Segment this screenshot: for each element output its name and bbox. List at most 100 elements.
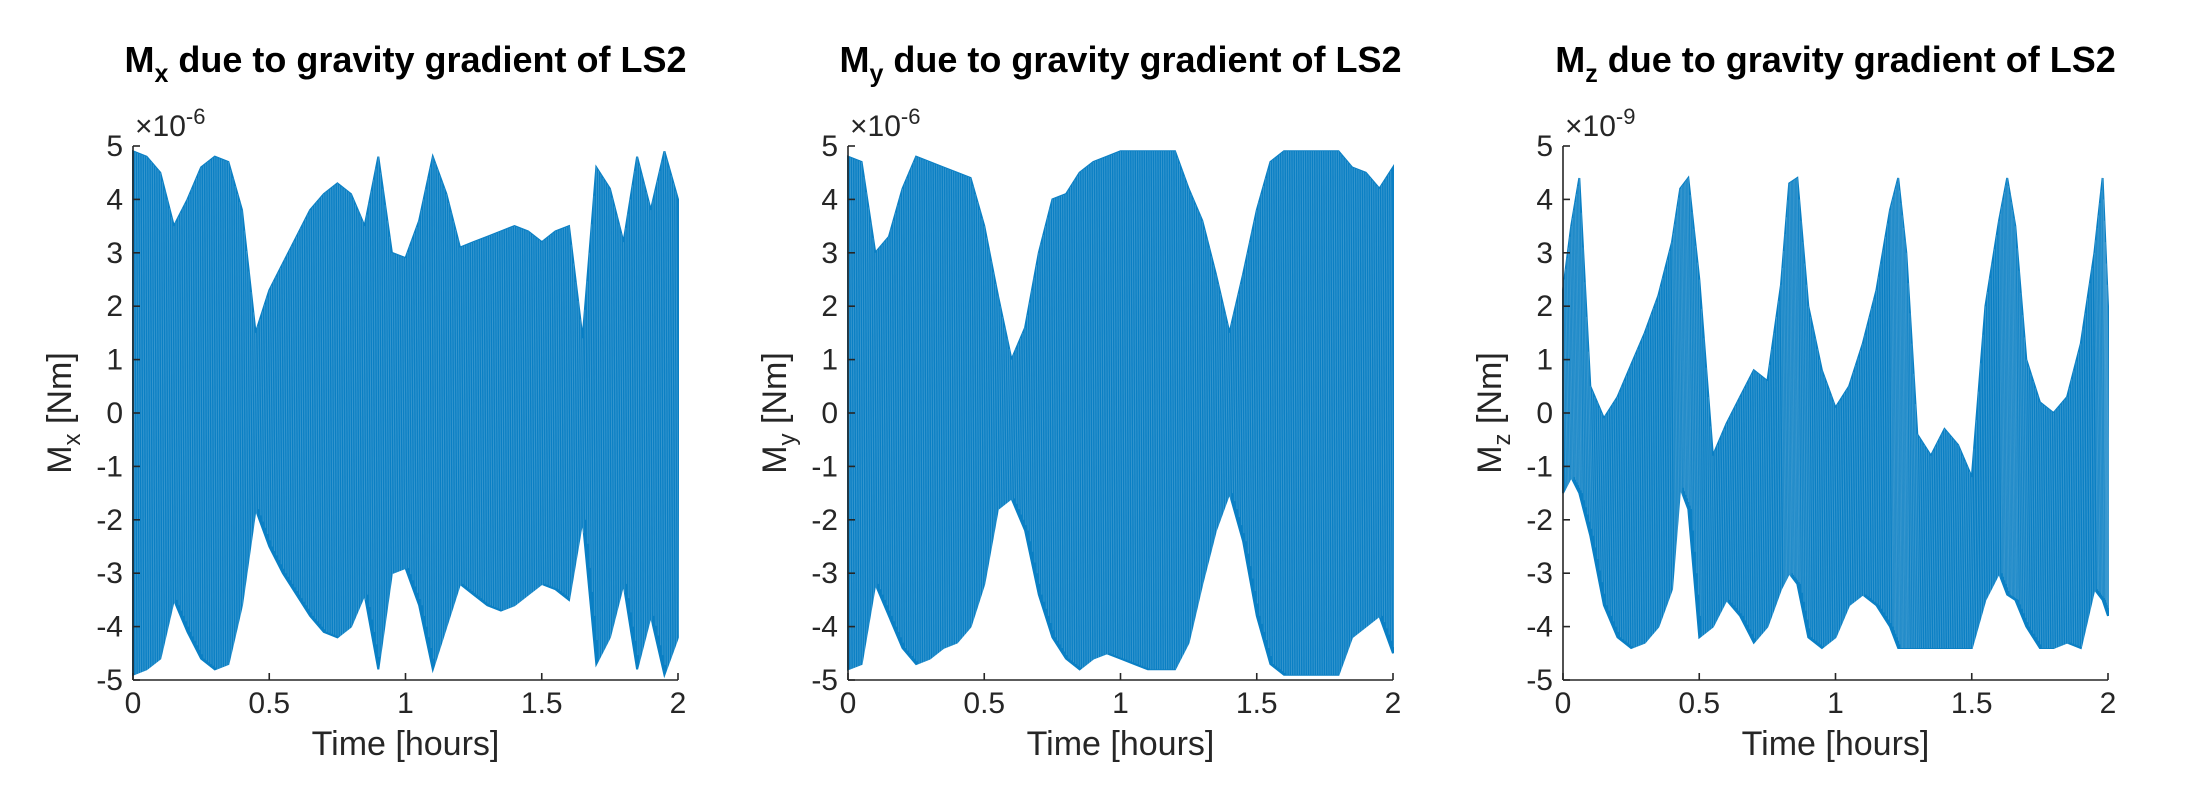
signal-oscillation-line (1165, 151, 1170, 670)
signal-oscillation-line (314, 204, 319, 622)
signal-oscillation-line (1140, 151, 1145, 667)
signal-oscillation-line (430, 167, 434, 659)
signal-oscillation-line (1222, 303, 1227, 512)
signal-oscillation-line (888, 236, 893, 616)
signal-oscillation-line (425, 188, 430, 638)
signal-oscillation-line (1592, 391, 1596, 548)
signal-oscillation-line (193, 183, 198, 646)
signal-oscillation-line (1821, 370, 1826, 649)
signal-oscillation-line (1814, 338, 1819, 643)
signal-oscillation-line (2102, 177, 2107, 600)
x-tick-label: 1 (1112, 687, 1129, 720)
signal-oscillation-line (1957, 444, 1962, 649)
signal-oscillation-line (915, 156, 920, 665)
signal-oscillation-line (2032, 380, 2037, 638)
signal-oscillation-line (999, 306, 1004, 508)
signal-oscillation-line (221, 159, 226, 667)
signal-oscillation-line (414, 233, 419, 593)
signal-oscillation-line (1294, 151, 1299, 675)
signal-oscillation-line (650, 210, 655, 616)
signal-oscillation-line (2023, 337, 2028, 623)
signal-oscillation-line (1201, 220, 1206, 584)
signal-oscillation-line (1240, 283, 1245, 534)
signal-oscillation-line (947, 169, 952, 647)
signal-oscillation-line (1695, 245, 1700, 595)
signal-oscillation-line (1746, 383, 1751, 630)
signal-oscillation-line (1890, 204, 1895, 631)
signal-oscillation-line (1897, 177, 1902, 649)
signal-oscillation-line (1762, 377, 1767, 632)
signal-oscillation-line (2034, 388, 2039, 641)
signal-oscillation-line (445, 194, 450, 627)
signal-oscillation-line (2010, 202, 2015, 598)
signal-oscillation-line (180, 212, 185, 616)
signal-oscillation-line (520, 228, 525, 600)
signal-oscillation-line (883, 242, 888, 606)
signal-oscillation-line (495, 233, 500, 609)
signal-oscillation-line (200, 167, 205, 659)
signal-oscillation-line (184, 203, 189, 627)
signal-oscillation-line (509, 227, 514, 608)
signal-oscillation-line (616, 215, 621, 611)
signal-oscillation-line (316, 202, 321, 624)
y-tick-label: -1 (1526, 450, 1553, 483)
signal-oscillation-line (1855, 364, 1860, 600)
x-tick-label: 1.5 (1236, 687, 1278, 720)
signal-oscillation-line (1971, 477, 1976, 649)
signal-oscillation-line (1892, 199, 1897, 634)
signal-oscillation-line (922, 159, 927, 662)
signal-oscillation-line (2096, 227, 2101, 593)
signal-oscillation-line (1716, 444, 1721, 618)
signal-oscillation-line (1672, 233, 1677, 573)
signal-oscillation-line (1254, 220, 1258, 604)
signal-oscillation-line (259, 318, 264, 522)
signal-oscillation-line (1369, 177, 1374, 624)
signal-oscillation-line (1882, 250, 1887, 616)
signal-oscillation-line (2046, 407, 2051, 649)
x-axis-label: Time [hours] (1742, 725, 1930, 763)
signal-oscillation-line (1841, 396, 1846, 622)
signal-oscillation-line (212, 158, 216, 668)
signal-oscillation-line (1601, 412, 1606, 594)
signal-oscillation-line (638, 165, 643, 661)
signal-oscillation-line (1913, 373, 1918, 649)
signal-oscillation-line (1038, 252, 1043, 595)
signal-oscillation-line (466, 244, 471, 590)
signal-oscillation-line (1987, 291, 1992, 596)
signal-oscillation-line (1623, 380, 1628, 643)
signal-oscillation-line (1969, 471, 1973, 649)
signal-oscillation-line (1925, 448, 1930, 649)
signal-oscillation-line (1197, 210, 1202, 604)
signal-oscillation-line (1893, 194, 1898, 638)
signal-oscillation-line (2091, 267, 2096, 600)
signal-oscillation-line (1635, 354, 1640, 647)
signal-oscillation-line (1953, 439, 1958, 649)
signal-oscillation-line (1319, 151, 1324, 675)
signal-oscillation-line (1804, 263, 1809, 620)
signal-oscillation-line (2043, 405, 2048, 649)
signal-oscillation-line (1914, 404, 1919, 649)
signal-oscillation-line (1714, 450, 1719, 623)
signal-oscillation-line (1308, 151, 1313, 675)
signal-oscillation-line (872, 237, 877, 598)
signal-oscillation-line (1342, 156, 1347, 663)
signal-oscillation-line (155, 167, 160, 663)
y-tick-label: 1 (1536, 344, 1553, 377)
signal-oscillation-line (913, 161, 918, 662)
signal-oscillation-line (1651, 314, 1656, 635)
signal-oscillation-line (1108, 155, 1113, 655)
signal-oscillation-line (1605, 414, 1610, 611)
signal-oscillation-line (1106, 156, 1111, 654)
signal-oscillation-line (1269, 161, 1274, 665)
signal-oscillation-line (1844, 393, 1849, 616)
signal-oscillation-line (877, 250, 881, 590)
signal-oscillation-line (1764, 379, 1769, 630)
signal-oscillation-texture (132, 151, 680, 675)
signal-oscillation-line (443, 187, 448, 634)
signal-oscillation-line (1999, 213, 2004, 577)
signal-oscillation-line (1372, 180, 1377, 622)
signal-oscillation-line (164, 190, 169, 640)
signal-oscillation-line (661, 161, 666, 665)
chart-title: My due to gravity gradient of LS2 (840, 39, 1402, 88)
signal-oscillation-line (173, 226, 178, 600)
